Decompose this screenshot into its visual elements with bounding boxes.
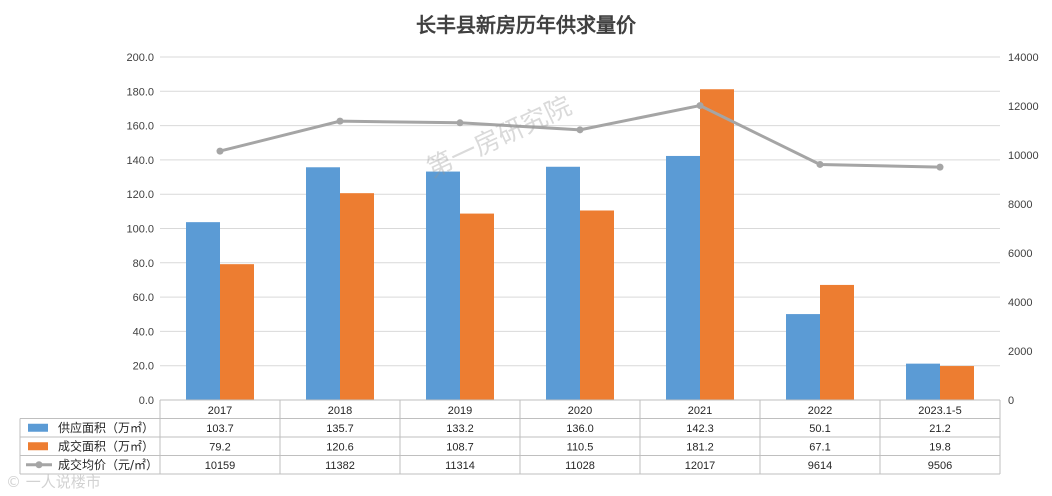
bar — [666, 155, 700, 400]
category-label: 2023.1-5 — [918, 405, 961, 417]
left-tick-label: 160.0 — [126, 121, 154, 133]
right-tick-label: 8000 — [1008, 199, 1032, 211]
line-point — [216, 147, 224, 155]
table-cell: 103.7 — [206, 423, 234, 435]
chart-title: 长丰县新房历年供求量价 — [416, 13, 637, 37]
table-cell: 11314 — [445, 460, 475, 472]
category-label: 2018 — [328, 405, 352, 417]
legend-key — [28, 423, 48, 432]
bars — [186, 89, 974, 400]
table-cell: 142.3 — [686, 423, 714, 435]
table-cell: 136.0 — [566, 423, 594, 435]
table-cell: 19.8 — [929, 441, 950, 453]
line-point — [456, 119, 464, 127]
bar — [700, 89, 734, 400]
series-name: 成交面积（万㎡） — [58, 438, 154, 453]
category-label: 2022 — [808, 405, 832, 417]
table-cell: 9614 — [808, 460, 832, 472]
left-tick-label: 120.0 — [126, 189, 154, 201]
line-series — [219, 104, 941, 169]
line-point — [576, 126, 584, 134]
bar — [580, 210, 614, 400]
table-cell: 50.1 — [809, 423, 830, 435]
right-axis: 0 2000 4000 6000 8000 10000 12000 14000 — [1008, 52, 1039, 407]
table-cell: 135.7 — [326, 423, 354, 435]
category-label: 2017 — [208, 405, 232, 417]
table-cell: 181.2 — [686, 441, 714, 453]
bar — [820, 284, 854, 400]
table-cell: 12017 — [685, 460, 716, 472]
table-cell: 120.6 — [326, 441, 354, 453]
left-tick-label: 60.0 — [133, 292, 154, 304]
table-cell: 108.7 — [446, 441, 474, 453]
table-cell: 110.5 — [567, 441, 594, 453]
category-label: 2020 — [568, 405, 592, 417]
source-mark: © 一人说楼市 — [6, 473, 101, 491]
line-point — [936, 163, 944, 171]
table-cell: 10159 — [205, 460, 236, 472]
line-point — [336, 117, 344, 125]
table-cell: 67.1 — [809, 441, 830, 453]
bar — [340, 193, 374, 400]
table-cell: 11382 — [325, 460, 355, 472]
bar — [940, 366, 974, 400]
bar — [186, 222, 220, 400]
right-tick-label: 2000 — [1008, 346, 1032, 358]
bar — [460, 213, 494, 400]
line-point — [816, 160, 824, 168]
table-cell: 79.2 — [209, 441, 230, 453]
bar — [220, 264, 254, 400]
left-tick-label: 0.0 — [139, 395, 154, 407]
bar — [906, 363, 940, 400]
right-tick-label: 4000 — [1008, 297, 1032, 309]
left-tick-label: 140.0 — [126, 155, 154, 167]
legend-key — [28, 442, 48, 451]
left-axis: 0.0 20.0 40.0 60.0 80.0 100.0 120.0 140.0 160.0 1… — [126, 52, 154, 407]
right-tick-label: 6000 — [1008, 248, 1032, 260]
table-cell: 21.2 — [929, 423, 950, 435]
category-label: 2019 — [448, 405, 472, 417]
right-tick-label: 12000 — [1008, 101, 1039, 113]
series-name: 供应面积（万㎡） — [58, 420, 154, 435]
left-tick-label: 200.0 — [126, 52, 154, 64]
bar — [426, 171, 460, 400]
right-tick-label: 10000 — [1008, 150, 1039, 162]
bar — [786, 314, 820, 400]
line-point — [696, 102, 704, 110]
series-name: 成交均价（元/㎡） — [58, 457, 158, 472]
table-cell: 133.2 — [446, 423, 474, 435]
left-tick-label: 180.0 — [126, 86, 154, 98]
table-cell: 9506 — [928, 460, 952, 472]
right-tick-label: 14000 — [1008, 52, 1039, 64]
price-line — [216, 102, 944, 171]
left-tick-label: 80.0 — [133, 258, 154, 270]
table-cell: 11028 — [565, 460, 595, 472]
left-tick-label: 40.0 — [133, 326, 154, 338]
left-tick-label: 100.0 — [126, 224, 154, 236]
bar — [546, 166, 580, 400]
category-label: 2021 — [688, 405, 712, 417]
data-table: 2017 2018 2019 2020 2021 2022 2023.1-5 供应面积（万㎡）… — [19, 399, 1001, 475]
right-tick-label: 0 — [1008, 395, 1014, 407]
left-tick-label: 20.0 — [133, 361, 154, 373]
bar — [306, 167, 340, 400]
legend-key — [35, 461, 43, 469]
